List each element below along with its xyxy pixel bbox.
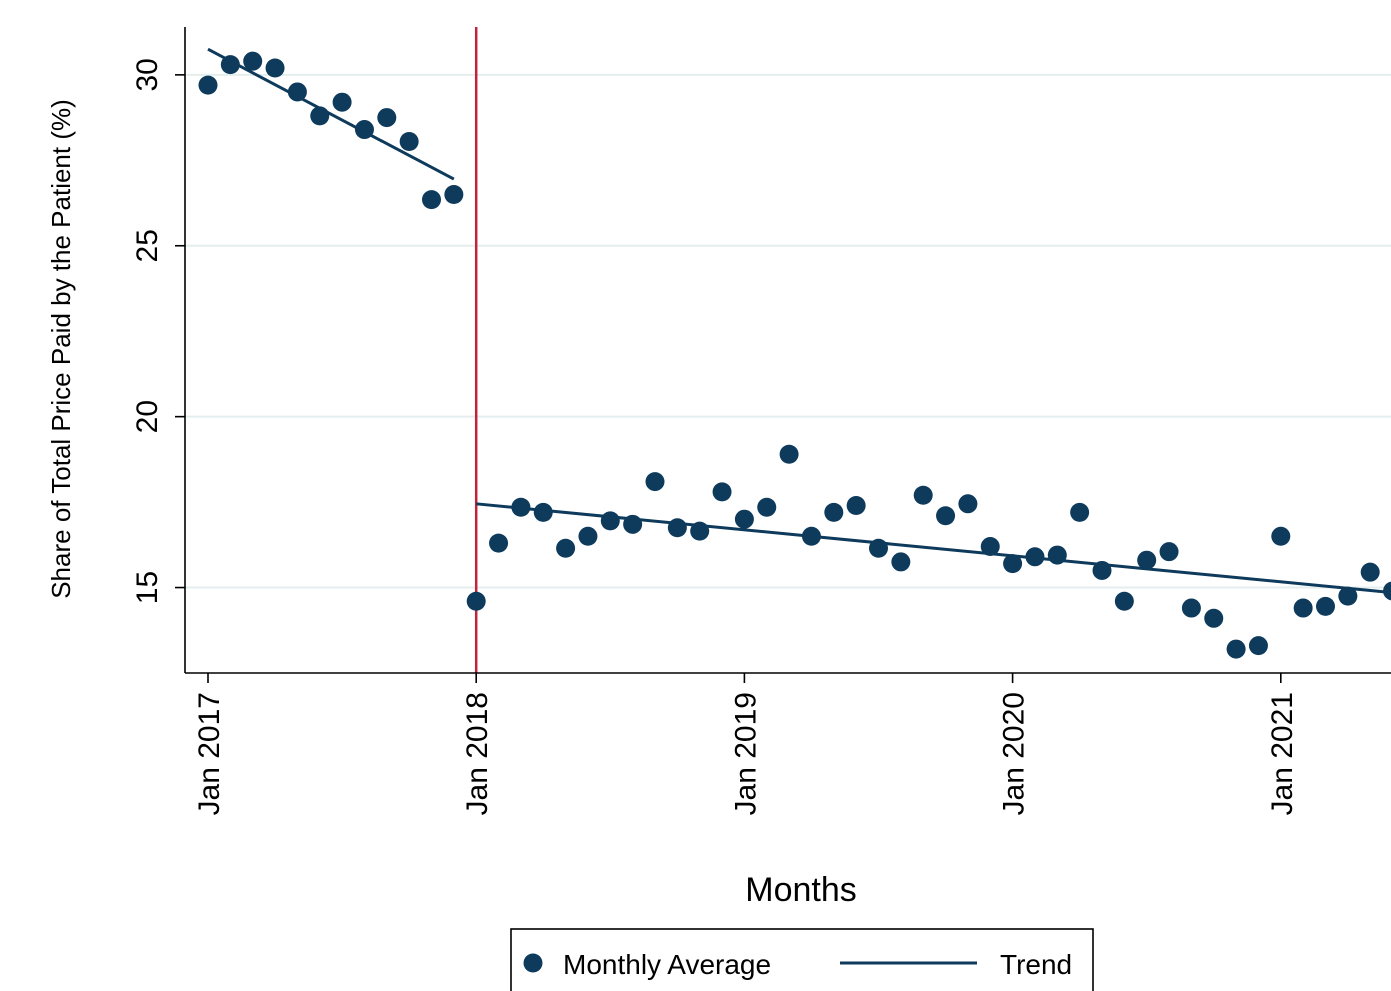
- data-point-2019-10: [936, 506, 956, 526]
- data-point-2021-01: [1271, 526, 1291, 546]
- x-tick-label-4: Jan 2021: [1266, 692, 1299, 815]
- y-axis-title: Share of Total Price Paid by the Patient…: [46, 99, 76, 599]
- data-point-2020-09: [1181, 598, 1201, 618]
- axes: [184, 27, 1391, 674]
- data-point-2019-03: [779, 444, 799, 464]
- y-tick-label-20: 20: [131, 400, 164, 433]
- scatter-points-layer: [198, 51, 1391, 659]
- data-point-2018-10: [667, 518, 687, 538]
- data-point-2021-04: [1338, 586, 1358, 606]
- data-point-2017-11: [422, 190, 441, 210]
- y-tick-label-15: 15: [131, 571, 164, 604]
- data-point-2019-08: [891, 552, 911, 572]
- legend-label-monthly-average: Monthly Average: [563, 949, 771, 980]
- trend-line-layer: [207, 47, 1391, 595]
- data-point-2017-02: [220, 55, 240, 75]
- data-point-2017-08: [354, 120, 374, 140]
- data-point-2021-05: [1360, 562, 1380, 582]
- x-tick-label-3: Jan 2020: [998, 692, 1031, 815]
- y-tick-label-30: 30: [131, 58, 164, 91]
- data-point-2020-08: [1159, 542, 1179, 562]
- legend-box: [510, 928, 1094, 991]
- data-point-2020-01: [1003, 554, 1023, 574]
- data-point-2021-03: [1316, 596, 1335, 616]
- data-point-2020-04: [1070, 502, 1090, 522]
- trend-segment-0: [207, 47, 455, 181]
- data-point-2019-11: [958, 494, 978, 514]
- data-point-2017-05: [287, 82, 307, 102]
- data-point-2019-09: [913, 485, 933, 505]
- data-point-2020-12: [1248, 636, 1268, 656]
- x-axis-ticks: Jan 2017 Jan 2018 Jan 2019 Jan 2020 Jan 2021: [193, 673, 1299, 815]
- data-point-2017-07: [332, 92, 352, 112]
- data-point-2017-04: [265, 58, 285, 78]
- data-point-2018-05: [556, 538, 576, 558]
- data-point-2019-04: [801, 526, 821, 546]
- data-point-2017-01: [198, 75, 218, 95]
- data-point-2020-02: [1025, 547, 1045, 567]
- y-tick-label-25: 25: [131, 229, 164, 262]
- y-axis-ticks: 15 20 25 30: [131, 58, 185, 604]
- data-point-2019-01: [734, 509, 754, 529]
- data-point-2019-12: [980, 537, 1000, 557]
- legend: Monthly Average Trend: [510, 928, 1094, 991]
- data-point-2018-07: [600, 511, 620, 531]
- data-point-2020-10: [1204, 608, 1224, 628]
- data-point-2018-11: [690, 521, 710, 541]
- data-point-2021-02: [1293, 598, 1313, 618]
- data-point-2017-12: [444, 184, 464, 204]
- data-point-2020-05: [1092, 560, 1112, 580]
- data-point-2020-03: [1047, 545, 1067, 565]
- x-tick-label-2: Jan 2019: [729, 692, 762, 815]
- data-point-2017-09: [377, 108, 397, 128]
- data-point-2017-10: [399, 132, 419, 152]
- data-point-2020-07: [1137, 550, 1157, 570]
- legend-marker-monthly-average: [523, 953, 543, 973]
- data-point-2018-01: [466, 591, 486, 611]
- data-point-2017-03: [243, 51, 263, 71]
- data-point-2018-09: [645, 472, 665, 492]
- data-point-2019-07: [869, 538, 888, 558]
- data-point-2018-08: [623, 514, 643, 534]
- data-point-2018-12: [712, 482, 732, 502]
- x-tick-label-1: Jan 2018: [461, 692, 494, 815]
- data-point-2019-06: [846, 496, 866, 516]
- data-point-2019-02: [757, 497, 777, 517]
- data-point-2020-06: [1114, 591, 1134, 611]
- data-point-2018-06: [578, 526, 598, 546]
- data-point-2018-04: [533, 502, 553, 522]
- x-tick-label-0: Jan 2017: [193, 692, 226, 815]
- legend-label-trend: Trend: [1000, 949, 1072, 980]
- x-axis-title: Months: [745, 871, 857, 909]
- data-point-2018-02: [489, 533, 509, 553]
- data-point-2019-05: [824, 502, 844, 522]
- data-point-2021-06: [1383, 581, 1391, 601]
- data-point-2018-03: [511, 497, 531, 517]
- data-point-2020-11: [1226, 639, 1246, 659]
- data-point-2017-06: [310, 106, 330, 126]
- grid-lines: [185, 73, 1391, 589]
